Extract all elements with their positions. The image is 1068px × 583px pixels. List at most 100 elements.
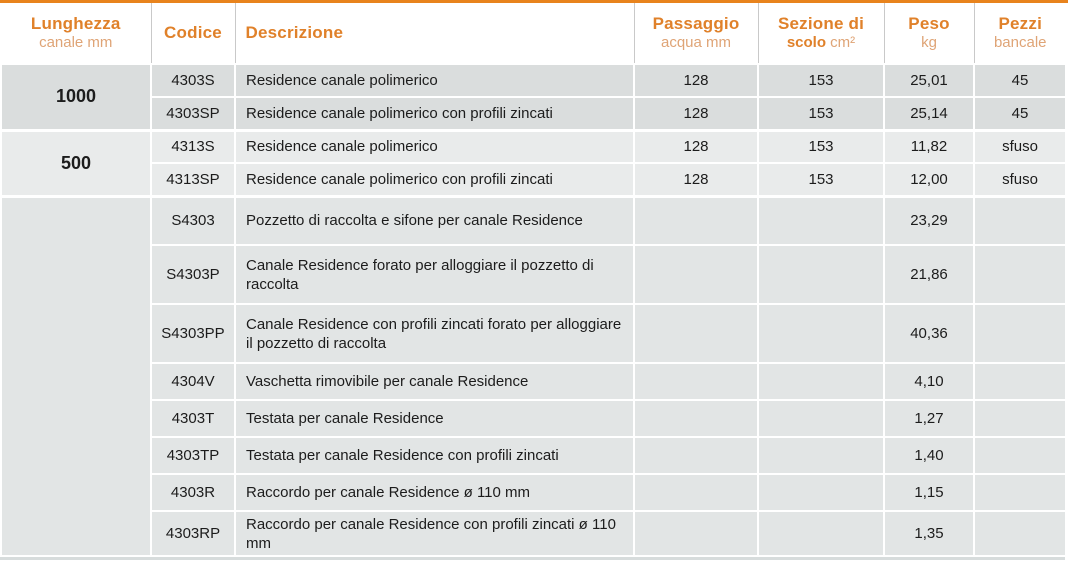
- cell-peso: 25,14: [883, 96, 975, 131]
- cell-peso: 40,36: [883, 303, 975, 364]
- cell-passaggio: 128: [633, 162, 759, 197]
- table-row: S4303 Pozzetto di raccolta e sifone per …: [0, 194, 1067, 557]
- cell-sezione: [757, 399, 885, 438]
- column-header-sublabel: canale mm: [39, 34, 113, 51]
- column-header-pezzi: Pezzi bancale: [973, 3, 1066, 64]
- cell-passaggio: 128: [633, 96, 759, 131]
- cell-description: Residence canale polimerico: [234, 63, 635, 98]
- table-row: 4303SP Residence canale polimerico con p…: [1, 96, 1067, 131]
- cell-passaggio: [633, 244, 759, 305]
- cell-sezione: [757, 194, 885, 246]
- cell-code: 4303TP: [150, 436, 236, 475]
- cell-peso: 11,82: [883, 128, 975, 164]
- cell-length: [0, 194, 152, 557]
- cell-passaggio: [633, 510, 759, 557]
- cell-description: Residence canale polimerico con profili …: [234, 162, 635, 197]
- cell-sezione: 153: [757, 162, 885, 197]
- cell-peso: 1,35: [883, 510, 975, 557]
- column-header-passaggio: Passaggio acqua mm: [633, 3, 758, 64]
- cell-code: 4304V: [150, 362, 236, 401]
- table-row: 4303R Raccordo per canale Residence ø 11…: [1, 473, 1067, 512]
- cell-pezzi: [973, 473, 1067, 512]
- cell-length: 1000: [0, 63, 152, 131]
- table-row: S4303P Canale Residence forato per allog…: [1, 244, 1067, 305]
- cell-peso: 1,40: [883, 436, 975, 475]
- cell-pezzi: sfuso: [973, 128, 1067, 164]
- cell-passaggio: 128: [633, 63, 759, 98]
- column-header-sublabel: acqua mm: [660, 34, 732, 51]
- cell-passaggio: 128: [633, 128, 759, 164]
- cell-code: 4303RP: [150, 510, 236, 557]
- column-header-lunghezza: Lunghezza canale mm: [1, 3, 151, 64]
- cell-passaggio: [633, 436, 759, 475]
- cell-peso: 12,00: [883, 162, 975, 197]
- column-header-label: Pezzi: [998, 14, 1043, 33]
- column-header-sublabel: kg: [921, 34, 937, 51]
- column-header-label: Sezione di: [777, 14, 865, 33]
- cell-code: S4303: [150, 194, 236, 246]
- table-row: 4303T Testata per canale Residence 1,27: [1, 399, 1067, 438]
- table-row: 4304V Vaschetta rimovibile per canale Re…: [1, 362, 1067, 401]
- cell-description: Testata per canale Residence con profili…: [234, 436, 635, 475]
- cell-pezzi: [973, 244, 1067, 305]
- table-bottom-rule: [0, 557, 1065, 560]
- column-header-peso: Peso kg: [883, 3, 974, 64]
- cell-pezzi: [973, 510, 1067, 557]
- product-table: Lunghezza canale mm Codice Descrizione P…: [0, 3, 1067, 557]
- cell-sezione: [757, 473, 885, 512]
- cell-peso: 1,27: [883, 399, 975, 438]
- cell-description: Residence canale polimerico: [234, 128, 635, 164]
- cell-description: Raccordo per canale Residence con profil…: [234, 510, 635, 557]
- column-header-label: Passaggio: [652, 14, 740, 33]
- table-row: 500 4313S Residence canale polimerico 12…: [0, 128, 1067, 197]
- cell-peso: 23,29: [883, 194, 975, 246]
- cell-pezzi: [973, 194, 1067, 246]
- column-header-sezione: Sezione di scolo cm²: [757, 3, 884, 64]
- cell-sezione: 153: [757, 96, 885, 131]
- cell-pezzi: 45: [973, 96, 1067, 131]
- column-header-sublabel: bancale: [993, 34, 1047, 51]
- cell-peso: 1,15: [883, 473, 975, 512]
- cell-pezzi: 45: [973, 63, 1067, 98]
- cell-sezione: 153: [757, 128, 885, 164]
- cell-description: Testata per canale Residence: [234, 399, 635, 438]
- cell-code: 4303T: [150, 399, 236, 438]
- table-row: 4303TP Testata per canale Residence con …: [1, 436, 1067, 475]
- cell-description: Pozzetto di raccolta e sifone per canale…: [234, 194, 635, 246]
- cell-pezzi: [973, 362, 1067, 401]
- cell-passaggio: [633, 362, 759, 401]
- cell-description: Raccordo per canale Residence ø 110 mm: [234, 473, 635, 512]
- cell-passaggio: [633, 194, 759, 246]
- table-header: Lunghezza canale mm Codice Descrizione P…: [1, 3, 1066, 64]
- column-header-label: Codice: [164, 23, 222, 42]
- cell-code: 4303S: [150, 63, 236, 98]
- cell-pezzi: [973, 436, 1067, 475]
- cell-code: 4303SP: [150, 96, 236, 131]
- column-header-descrizione: Descrizione: [234, 3, 634, 64]
- cell-code: 4303R: [150, 473, 236, 512]
- cell-sezione: [757, 510, 885, 557]
- cell-description: Vaschetta rimovibile per canale Residenc…: [234, 362, 635, 401]
- cell-sezione: [757, 244, 885, 305]
- table-row: 4313SP Residence canale polimerico con p…: [1, 162, 1067, 197]
- cell-sezione: 153: [757, 63, 885, 98]
- table-row: S4303PP Canale Residence con profili zin…: [1, 303, 1067, 364]
- cell-code: 4313S: [150, 128, 236, 164]
- column-header-label: Lunghezza: [30, 14, 121, 33]
- cell-code: S4303PP: [150, 303, 236, 364]
- cell-description: Canale Residence con profili zincati for…: [234, 303, 635, 364]
- cell-pezzi: [973, 303, 1067, 364]
- cell-peso: 25,01: [883, 63, 975, 98]
- column-header-label: Peso: [908, 14, 950, 33]
- column-header-sublabel: scolo cm²: [786, 34, 856, 51]
- cell-sezione: [757, 362, 885, 401]
- cell-pezzi: [973, 399, 1067, 438]
- cell-code: 4313SP: [150, 162, 236, 197]
- cell-pezzi: sfuso: [973, 162, 1067, 197]
- orange-top-rule: [0, 0, 1068, 3]
- cell-peso: 4,10: [883, 362, 975, 401]
- cell-passaggio: [633, 399, 759, 438]
- cell-description: Canale Residence forato per alloggiare i…: [234, 244, 635, 305]
- table-row: 1000 4303S Residence canale polimerico 1…: [0, 63, 1067, 131]
